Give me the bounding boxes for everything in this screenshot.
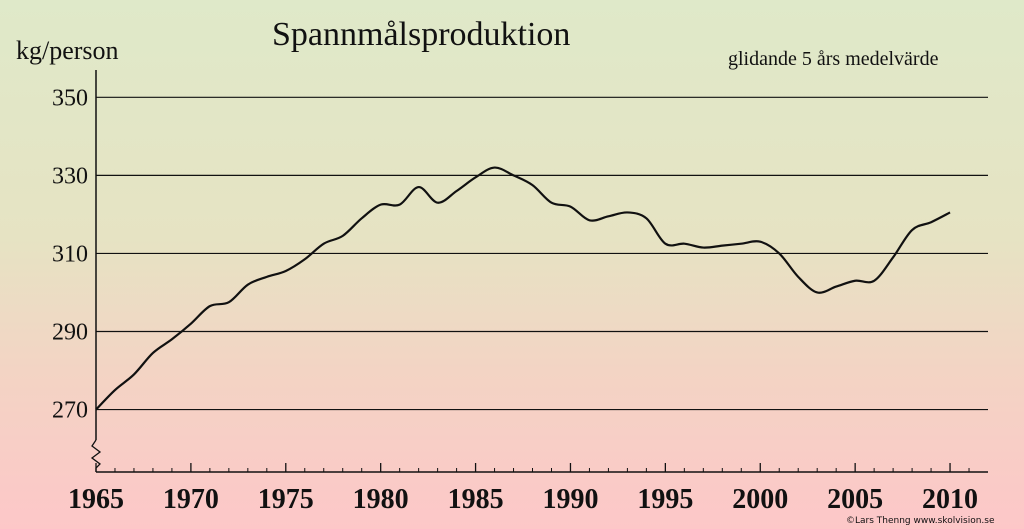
x-tick-label-1975: 1975 [258, 484, 314, 515]
chart-subtitle: glidande 5 års medelvärde [728, 48, 939, 70]
chart-title: Spannmålsproduktion [272, 16, 571, 53]
x-tick-label-2010: 2010 [922, 484, 978, 515]
x-tick-label-1995: 1995 [637, 484, 693, 515]
y-tick-label-350: 350 [52, 85, 88, 111]
x-tick-label-1985: 1985 [448, 484, 504, 515]
y-tick-label-270: 270 [52, 398, 88, 424]
y-tick-label-310: 310 [52, 241, 88, 267]
x-tick-label-1970: 1970 [163, 484, 219, 515]
series-line-0 [95, 166, 951, 411]
y-tick-label-330: 330 [52, 163, 88, 189]
y-tick-label-290: 290 [52, 319, 88, 345]
footer-credit: ©Lars Thenng www.skolvision.se [846, 516, 995, 526]
y-axis-label: kg/person [16, 36, 119, 65]
x-tick-label-1965: 1965 [68, 484, 124, 515]
x-tick-label-2000: 2000 [732, 484, 788, 515]
x-tick-label-1990: 1990 [542, 484, 598, 515]
x-tick-label-2005: 2005 [827, 484, 883, 515]
x-tick-label-1980: 1980 [353, 484, 409, 515]
